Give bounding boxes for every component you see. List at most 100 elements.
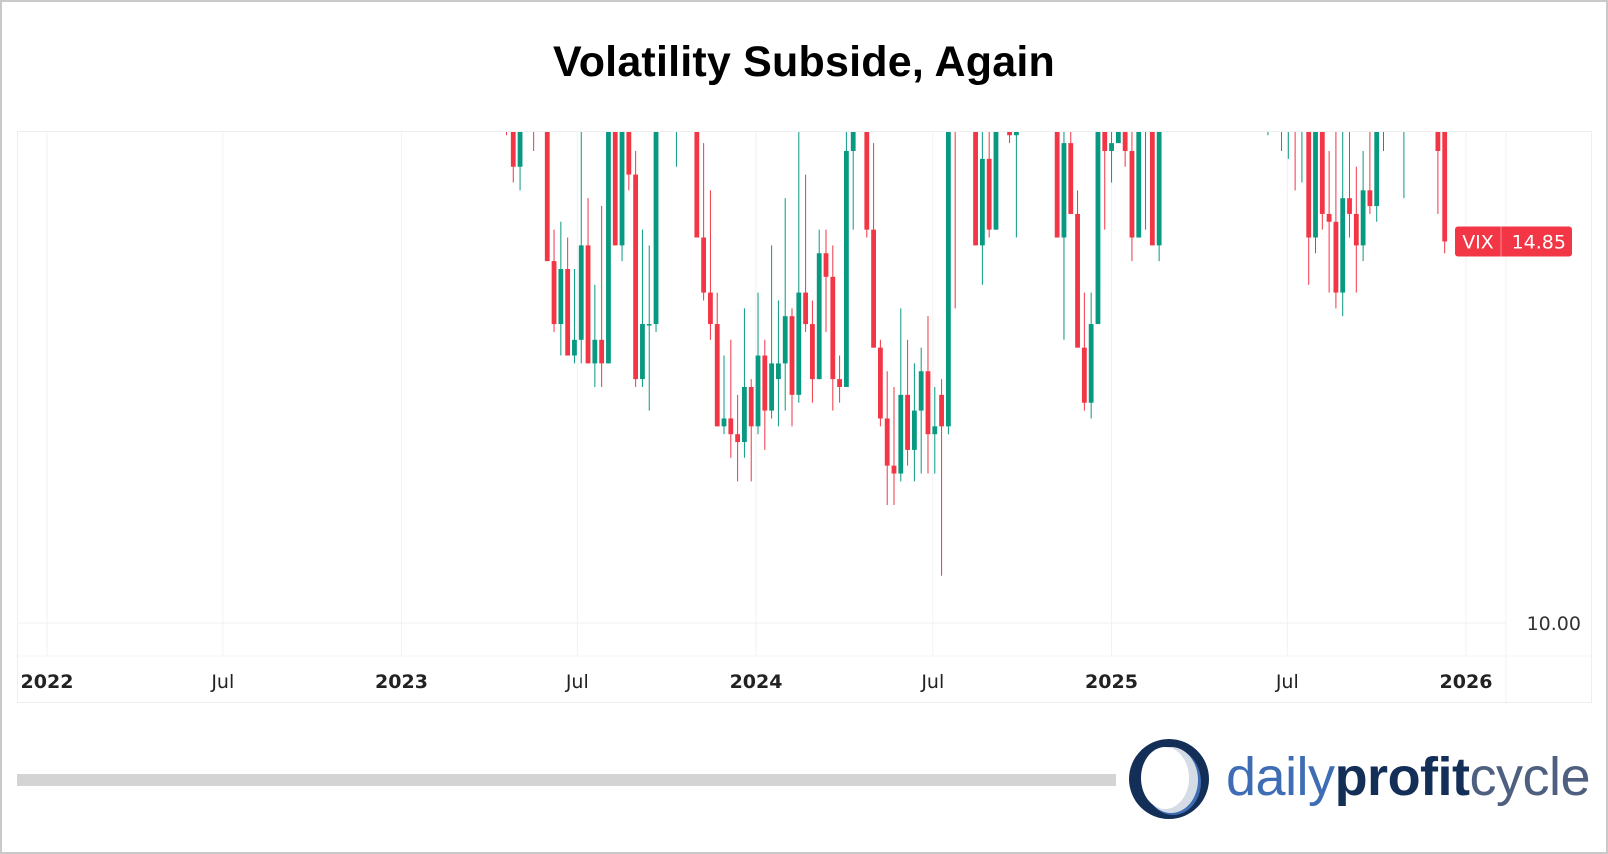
candle-body[interactable] — [1333, 221, 1339, 293]
candle-body[interactable] — [1374, 132, 1380, 207]
candle-body[interactable] — [565, 268, 571, 356]
candle-body[interactable] — [918, 371, 924, 411]
candle-body[interactable] — [1061, 143, 1067, 238]
candle-body[interactable] — [823, 253, 829, 277]
candle-body[interactable] — [1115, 132, 1121, 144]
candle-body[interactable] — [1435, 132, 1441, 151]
candle-body[interactable] — [551, 261, 557, 325]
candle-body[interactable] — [762, 355, 768, 411]
candle-body[interactable] — [1319, 132, 1325, 214]
candle-body[interactable] — [816, 253, 822, 380]
candle-body[interactable] — [1068, 143, 1074, 214]
candle-body[interactable] — [837, 379, 842, 387]
candle-body[interactable] — [932, 426, 938, 435]
candle-body[interactable] — [1129, 150, 1135, 238]
candlestick-chart[interactable]: 10.0020.0030.0040.0050.0060.0070.002022J… — [18, 132, 1593, 704]
candle-body[interactable] — [810, 324, 815, 380]
candle-body[interactable] — [1367, 190, 1373, 207]
candle-body[interactable] — [877, 347, 883, 419]
candle-body[interactable] — [891, 465, 897, 474]
candle-body[interactable] — [796, 292, 802, 395]
candle-body[interactable] — [728, 418, 734, 435]
candle-body[interactable] — [735, 434, 741, 443]
candle-body[interactable] — [1081, 347, 1087, 403]
candle-body[interactable] — [558, 268, 564, 325]
candle-body[interactable] — [789, 316, 795, 395]
candle-body[interactable] — [864, 132, 870, 230]
candle-body[interactable] — [803, 292, 809, 325]
candle-body[interactable] — [714, 324, 720, 427]
candle-body[interactable] — [708, 292, 713, 325]
candle-body[interactable] — [1353, 213, 1359, 246]
candle-body[interactable] — [585, 245, 591, 364]
candle-body[interactable] — [973, 132, 978, 246]
symbol-label: VIX — [1462, 231, 1494, 253]
candle-body[interactable] — [830, 276, 836, 380]
candle-body[interactable] — [884, 418, 890, 466]
candle-body[interactable] — [939, 394, 944, 427]
candle-body[interactable] — [612, 132, 618, 246]
candle-body[interactable] — [1007, 132, 1012, 136]
logo-text-cycle: cycle — [1469, 747, 1591, 807]
candle-body[interactable] — [721, 418, 727, 427]
candle-body[interactable] — [517, 132, 523, 167]
candle-body[interactable] — [979, 158, 985, 246]
candle-body[interactable] — [1442, 132, 1448, 242]
candle-body[interactable] — [701, 237, 707, 293]
candle-body[interactable] — [850, 132, 856, 151]
candle-body[interactable] — [1136, 132, 1142, 238]
candle-body[interactable] — [633, 174, 639, 380]
candle-body[interactable] — [911, 410, 917, 450]
horizontal-scrollbar[interactable] — [17, 774, 1116, 786]
candle-body[interactable] — [1054, 132, 1060, 238]
candle-body[interactable] — [646, 324, 652, 326]
candle-body[interactable] — [925, 371, 931, 435]
x-tick-label: 2025 — [1085, 671, 1138, 693]
candle-body[interactable] — [599, 339, 605, 364]
chart-panel[interactable]: 10.0020.0030.0040.0050.0060.0070.002022J… — [17, 131, 1593, 704]
x-tick-label: 2024 — [730, 671, 783, 693]
candle-body[interactable] — [1326, 213, 1332, 222]
candle-body[interactable] — [1149, 132, 1155, 246]
candle-body[interactable] — [1122, 132, 1128, 151]
candle-body[interactable] — [898, 394, 904, 474]
candle-body[interactable] — [993, 132, 999, 230]
candle-body[interactable] — [626, 132, 632, 175]
candle-body[interactable] — [742, 386, 747, 443]
candle-body[interactable] — [1360, 190, 1366, 246]
logo-wordmark: dailyprofitcycle — [1226, 746, 1591, 808]
candle-body[interactable] — [945, 132, 951, 427]
candle-body[interactable] — [1088, 324, 1094, 403]
candle-body[interactable] — [619, 132, 625, 246]
candle-body[interactable] — [578, 245, 584, 340]
candle-body[interactable] — [1340, 198, 1346, 293]
candle-body[interactable] — [748, 386, 754, 427]
candle-body[interactable] — [544, 132, 550, 262]
candle-body[interactable] — [653, 132, 659, 325]
candle-body[interactable] — [640, 324, 645, 380]
candle-body[interactable] — [592, 339, 598, 364]
candle-body[interactable] — [986, 158, 992, 230]
candle-body[interactable] — [843, 150, 849, 387]
candle-body[interactable] — [1347, 198, 1352, 214]
chart-title: Volatility Subside, Again — [553, 38, 1055, 86]
candle-body[interactable] — [694, 132, 700, 238]
candle-body[interactable] — [606, 132, 611, 364]
candle-body[interactable] — [1095, 132, 1101, 325]
candle-body[interactable] — [769, 363, 775, 411]
candle-body[interactable] — [905, 394, 910, 450]
candle-body[interactable] — [1109, 143, 1114, 151]
candle-body[interactable] — [572, 339, 577, 356]
last-price-value: 14.85 — [1512, 231, 1566, 253]
candle-body[interactable] — [1013, 132, 1019, 136]
candle-body[interactable] — [1313, 132, 1318, 238]
candle-body[interactable] — [782, 316, 788, 364]
candle-body[interactable] — [1306, 132, 1312, 238]
candle-body[interactable] — [510, 132, 516, 167]
candle-body[interactable] — [1156, 132, 1162, 246]
candle-body[interactable] — [871, 229, 876, 348]
candle-body[interactable] — [1102, 132, 1108, 151]
candle-body[interactable] — [776, 363, 781, 380]
candle-body[interactable] — [1075, 213, 1080, 348]
candle-body[interactable] — [755, 355, 761, 427]
